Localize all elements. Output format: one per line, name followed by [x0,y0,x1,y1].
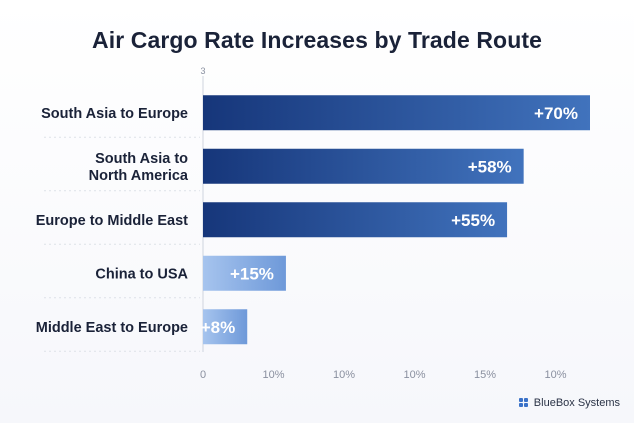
bar [203,255,286,291]
category-label: Middle East to Europe [36,320,188,336]
bar [203,202,508,238]
x-tick-label: 10% [403,369,425,381]
brand-watermark: BlueBox Systems [518,397,620,409]
bar-value-label: +55% [451,211,495,230]
x-tick-label: 10% [544,369,566,381]
axis-top-marker: 3 [200,66,205,76]
bar-value-label: +70% [534,104,578,123]
x-tick-label: 15% [474,369,496,381]
brand-name: BlueBox Systems [533,397,620,409]
x-tick-label: 10% [333,369,355,381]
bar-value-label: +15% [230,264,274,283]
category-label: South Asia to North America [89,151,189,184]
category-label: South Asia to Europe [41,106,188,122]
bar-value-label: +8% [201,318,236,337]
x-tick-label: 0 [200,369,206,381]
bar [203,148,524,184]
bar [203,95,590,131]
category-label: China to USA [95,266,188,282]
chart-title: Air Cargo Rate Increases by Trade Route [92,27,542,53]
bar [203,309,248,345]
x-tick-label: 10% [262,369,284,381]
brand-logo-icon [518,398,529,408]
bar-value-label: +58% [468,157,512,176]
category-label: Europe to Middle East [36,213,188,229]
